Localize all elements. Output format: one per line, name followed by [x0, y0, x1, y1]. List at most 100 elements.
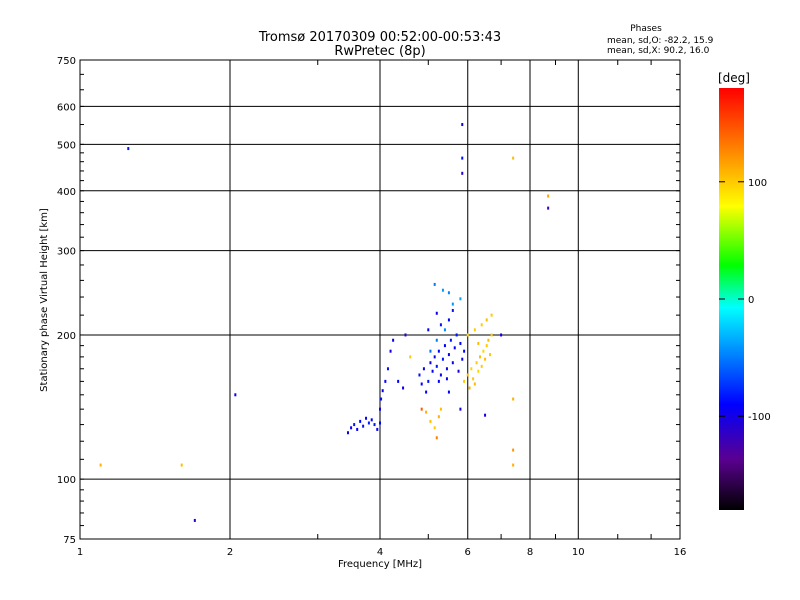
o-mode-point	[455, 333, 458, 337]
y-tick-label: 100	[57, 475, 76, 486]
x-mode-point	[429, 419, 432, 423]
x-tick-label: 16	[674, 547, 687, 558]
x-mode-point	[547, 194, 550, 198]
o-mode-point	[459, 297, 462, 301]
x-mode-point	[484, 357, 487, 361]
o-mode-point	[356, 427, 359, 431]
x-mode-point	[433, 426, 436, 430]
o-mode-point	[451, 308, 454, 312]
o-mode-point	[381, 389, 384, 393]
colorbar-ticks: 100 0 -100	[719, 178, 771, 423]
o-mode-point	[435, 311, 438, 315]
o-mode-point	[445, 377, 448, 381]
x-mode-point	[472, 377, 475, 381]
x-mode-point	[99, 463, 102, 467]
o-mode-point	[386, 367, 389, 371]
o-mode-point	[370, 418, 373, 422]
x-mode-point	[180, 463, 183, 467]
o-mode-point	[376, 427, 379, 431]
chart-subtitle: RwPretec (8p)	[334, 44, 425, 59]
o-mode-point	[397, 379, 400, 383]
x-mode-point	[468, 386, 471, 390]
o-mode-point	[484, 413, 487, 417]
x-axis-label: Frequency [MHz]	[338, 559, 422, 570]
o-mode-point	[461, 171, 464, 175]
x-mode-point	[463, 379, 466, 383]
o-mode-point	[437, 349, 440, 353]
colorbar-tick-label: 100	[748, 178, 767, 189]
o-mode-point	[353, 423, 356, 427]
x-mode-point	[466, 373, 469, 377]
y-tick-label: 200	[57, 331, 76, 342]
x-tick-label: 6	[465, 547, 471, 558]
o-mode-point	[365, 416, 368, 420]
x-tick-label: 8	[527, 547, 533, 558]
o-mode-point	[445, 367, 448, 371]
o-mode-point	[384, 379, 387, 383]
o-mode-point	[461, 123, 464, 127]
o-mode-point	[437, 379, 440, 383]
x-mode-point	[473, 382, 476, 386]
o-mode-point	[350, 426, 353, 430]
y-tick-label: 400	[57, 187, 76, 198]
x-tick-label: 2	[227, 547, 233, 558]
o-mode-point	[380, 397, 383, 401]
o-mode-point	[379, 421, 381, 425]
chart-title: Tromsø 20170309 00:52:00-00:53:43	[258, 30, 501, 45]
o-mode-point	[447, 291, 450, 295]
o-mode-point	[373, 423, 376, 427]
o-mode-point	[433, 355, 436, 359]
o-mode-point	[451, 361, 454, 365]
y-tick-label: 750	[57, 56, 76, 67]
x-tick-label: 4	[377, 547, 383, 558]
x-mode-point	[512, 397, 515, 401]
o-mode-point	[453, 346, 456, 350]
y-axis-label: Stationary phase Virtual Height [km]	[39, 208, 50, 392]
colorbar-label: [deg]	[718, 71, 750, 85]
o-mode-point	[457, 369, 460, 373]
x-mode-point	[477, 369, 480, 373]
o-mode-point	[447, 390, 450, 394]
o-mode-point	[193, 518, 196, 522]
o-mode-point	[234, 393, 237, 397]
o-mode-point	[449, 338, 452, 342]
x-mode-point	[437, 415, 440, 419]
x-mode-point	[480, 323, 483, 327]
o-mode-point	[420, 382, 423, 386]
x-mode-point	[512, 463, 515, 467]
o-mode-point	[418, 373, 421, 377]
x-mode-point	[490, 333, 493, 337]
grid-lines	[80, 60, 680, 539]
x-mode-point	[487, 338, 490, 342]
o-mode-point	[359, 419, 362, 423]
stats-line-x: mean, sd,X: 90.2, 16.0	[607, 46, 710, 56]
x-mode-point	[473, 328, 476, 332]
o-mode-point	[379, 407, 381, 411]
x-mode-point	[425, 410, 428, 414]
o-mode-point	[451, 302, 454, 306]
x-mode-point	[480, 364, 483, 368]
o-mode-point	[422, 367, 425, 371]
x-mode-point	[485, 318, 488, 322]
x-mode-point	[466, 333, 469, 337]
x-mode-point	[490, 313, 493, 317]
o-mode-point	[425, 390, 428, 394]
x-mode-point	[477, 341, 480, 345]
o-mode-point	[429, 349, 432, 353]
x-mode-point	[479, 355, 482, 359]
o-mode-point	[427, 328, 430, 332]
o-mode-point	[443, 328, 446, 332]
o-mode-point	[431, 369, 434, 373]
o-mode-point	[500, 333, 503, 337]
colorbar-tick-label: 0	[748, 295, 754, 306]
y-tick-label: 300	[57, 247, 76, 258]
o-mode-point	[441, 357, 444, 361]
o-mode-point	[346, 431, 349, 435]
x-mode-point	[435, 436, 438, 440]
o-mode-point	[461, 156, 464, 160]
o-mode-point	[439, 323, 442, 327]
o-mode-point	[389, 349, 392, 353]
x-axis-ticks: 1 2 4 6 8 10 16	[77, 60, 687, 558]
y-tick-label: 75	[63, 535, 76, 546]
